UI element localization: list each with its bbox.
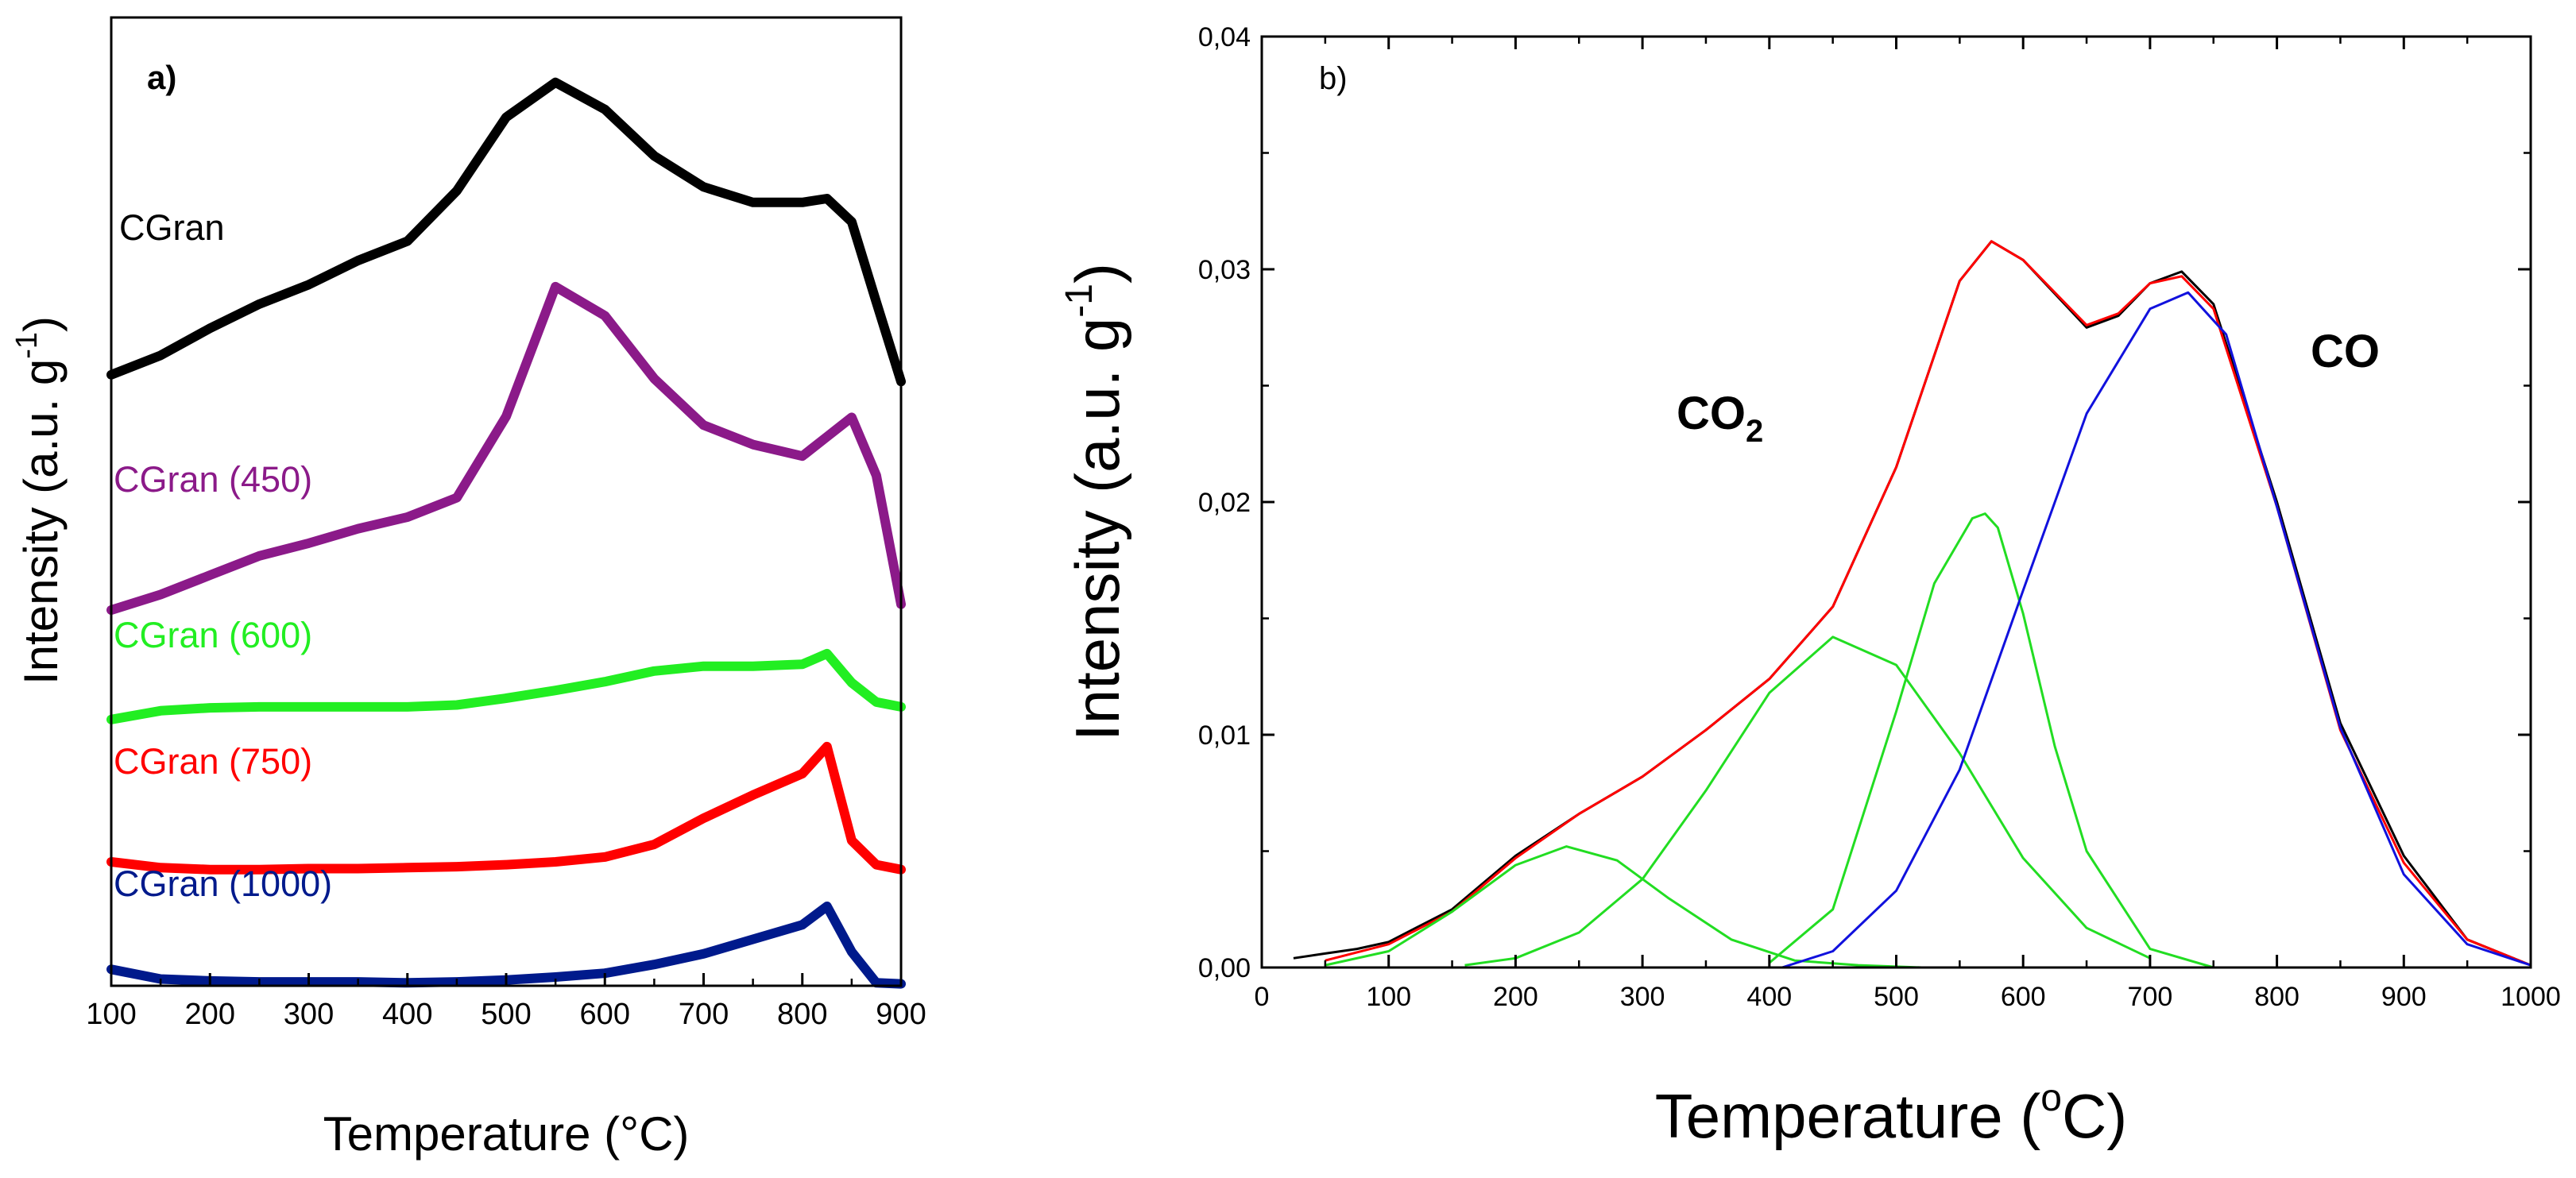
panel-b-chart: 0 100 200 300 400 500 600 700 800 900 1000 0,00 0,01… (1058, 22, 2561, 1151)
annotation-co2-main: CO (1677, 388, 1746, 439)
x-tick-label-400: 400 (1746, 982, 1792, 1012)
x-tick-label-800: 800 (2254, 982, 2299, 1012)
x-tick-label-300: 300 (1620, 982, 1665, 1012)
x-tick-label-500: 500 (1874, 982, 1919, 1012)
y-tick-label-0-00: 0,00 (1198, 953, 1251, 983)
panel-b-y-title-sup: -1 (1058, 284, 1100, 318)
x-tick-label-100: 100 (1366, 982, 1411, 1012)
series-line-cgran (106, 77, 906, 387)
x-tick-label-600: 600 (2001, 982, 2046, 1012)
x-tick-label-200: 200 (1493, 982, 1538, 1012)
x-tick-label-100: 100 (86, 998, 136, 1031)
y-tick-label-0-04: 0,04 (1198, 22, 1251, 52)
panel-b-y-title-main: Intensity (a.u. g (1062, 318, 1132, 741)
series-line-cgran-450 (106, 281, 906, 615)
x-tick-label-1000: 1000 (2501, 982, 2561, 1012)
series-line-co2-peak-3 (1768, 512, 2214, 969)
x-tick-label-700: 700 (2128, 982, 2173, 1012)
panel-b-x-axis-title: Temperature (oC) (1655, 1077, 2128, 1151)
series-label-cgran-750: CGran (750) (114, 741, 312, 782)
series-line-cgran-750 (106, 741, 906, 875)
panel-a-label: a) (147, 59, 176, 96)
x-tick-label-400: 400 (382, 998, 432, 1031)
panel-b-y-title-close: ) (1062, 263, 1132, 284)
x-tick-label-300: 300 (284, 998, 334, 1031)
panel-a-series-group (106, 77, 906, 989)
annotation-co: CO (2311, 326, 2380, 377)
panel-a-plot-frame (110, 16, 903, 987)
series-line-cgran-1000 (106, 902, 906, 989)
series-line-co2-peak-1 (1325, 845, 1922, 969)
x-tick-label-600: 600 (580, 998, 630, 1031)
y-tick-label-0-03: 0,03 (1198, 255, 1251, 285)
series-line-co2-peak-2 (1464, 635, 2151, 967)
x-tick-label-200: 200 (185, 998, 235, 1031)
series-label-cgran-1000: CGran (1000) (114, 863, 332, 904)
panel-b-series-group (1293, 240, 2532, 969)
x-tick-label-900: 900 (2381, 982, 2427, 1012)
series-label-cgran: CGran (119, 207, 225, 248)
panel-a-x-axis-title: Temperature (°C) (323, 1107, 690, 1161)
y-tick-label-0-01: 0,01 (1198, 720, 1251, 751)
panel-b-label: b) (1319, 61, 1348, 96)
x-tick-label-500: 500 (481, 998, 531, 1031)
panel-a-y-title-close: ) (14, 316, 68, 332)
panel-a-y-title-sup: -1 (10, 332, 44, 359)
panel-b-x-title-sup: o (2040, 1077, 2062, 1119)
x-tick-label-800: 800 (777, 998, 827, 1031)
series-line-co-peak (1781, 291, 2532, 969)
panel-a-series-labels: CGran CGran (450) CGran (600) CGran (750) CG… (114, 207, 332, 904)
y-tick-label-0-02: 0,02 (1198, 488, 1251, 518)
panel-a-x-ticks: 100 200 300 400 500 600 700 800 900 (86, 973, 926, 1031)
panel-a-y-axis-title: Intensity (a.u. g-1) (10, 316, 68, 685)
panel-b-y-axis-title: Intensity (a.u. g-1) (1058, 263, 1132, 741)
panel-b-ticks: 0 100 200 300 400 500 600 700 800 900 1000 0,00 0,01… (1198, 22, 2561, 1012)
series-label-cgran-450: CGran (450) (114, 459, 312, 500)
x-tick-label-700: 700 (679, 998, 729, 1031)
series-line-cgran-600 (106, 648, 906, 724)
annotation-co2: CO2 (1677, 388, 1763, 449)
panel-a-y-title-main: Intensity (a.u. g (14, 359, 68, 685)
panel-b-x-title-close: C) (2062, 1081, 2127, 1151)
annotation-co2-sub: 2 (1746, 414, 1763, 449)
series-label-cgran-600: CGran (600) (114, 615, 312, 655)
panel-b-plot-frame (1260, 35, 2532, 969)
panel-b-x-title-main: Temperature ( (1655, 1081, 2041, 1151)
x-tick-label-900: 900 (876, 998, 926, 1031)
x-tick-label-0: 0 (1255, 982, 1270, 1012)
panel-a-chart: 100 200 300 400 500 600 700 800 900 CGran CGran (… (10, 16, 926, 1161)
